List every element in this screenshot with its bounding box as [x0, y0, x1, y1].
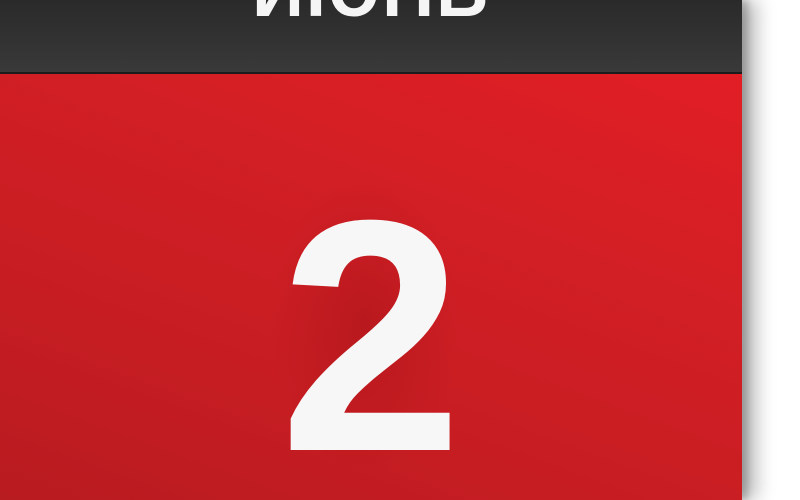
day-panel: 2 — [0, 74, 742, 500]
day-number: 2 — [279, 151, 463, 500]
month-header: ИЮНЬ — [0, 0, 742, 74]
day-shadow-glow — [270, 174, 460, 474]
calendar-card: ИЮНЬ 2 — [0, 0, 742, 500]
header-divider — [0, 72, 742, 74]
month-label: ИЮНЬ — [0, 0, 742, 28]
